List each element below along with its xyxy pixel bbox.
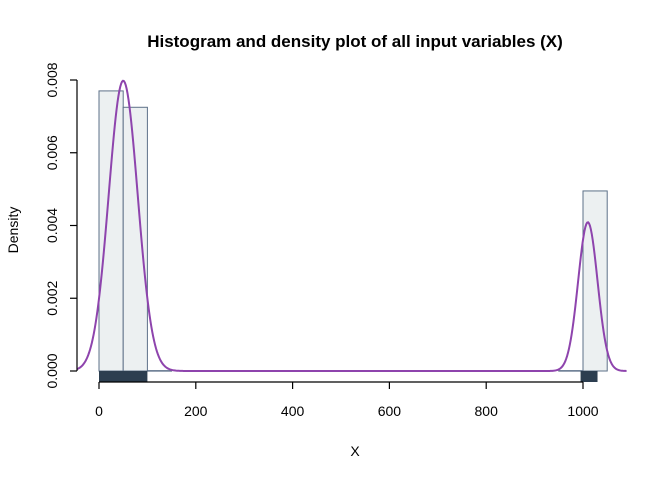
histogram-bar-0: [98, 90, 124, 372]
x-tick-label-600: 600: [378, 403, 402, 419]
histogram-bar-1: [122, 106, 148, 372]
y-tick-label-1: 0.002: [44, 281, 60, 316]
x-tick-label-1000: 1000: [567, 403, 598, 419]
x-tick-label-0: 0: [95, 403, 103, 419]
x-tick-label-800: 800: [475, 403, 499, 419]
chart-title: Histogram and density plot of all input …: [147, 32, 563, 51]
x-axis-ticks: 0 200 400 600 800 1000: [95, 382, 599, 419]
x-axis-label: X: [350, 443, 360, 459]
rug-mark-1: [580, 371, 598, 382]
histogram-bar-4: [582, 190, 608, 372]
y-tick-label-0: 0.000: [44, 353, 60, 388]
y-tick-label-2: 0.004: [44, 208, 60, 243]
y-tick-label-4: 0.008: [44, 62, 60, 97]
x-tick-label-400: 400: [281, 403, 305, 419]
y-axis-ticks: 0.000 0.002 0.004 0.006 0.008: [44, 62, 77, 389]
rug-mark-0: [99, 371, 148, 382]
x-tick-label-200: 200: [184, 403, 208, 419]
histogram-bar-2: [146, 370, 173, 372]
histogram-bars: [98, 90, 608, 372]
y-axis-label: Density: [5, 207, 21, 254]
density-curve: [76, 79, 627, 372]
histogram-bar-3: [558, 370, 584, 372]
y-tick-label-3: 0.006: [44, 135, 60, 170]
rug-marks: [99, 371, 598, 382]
